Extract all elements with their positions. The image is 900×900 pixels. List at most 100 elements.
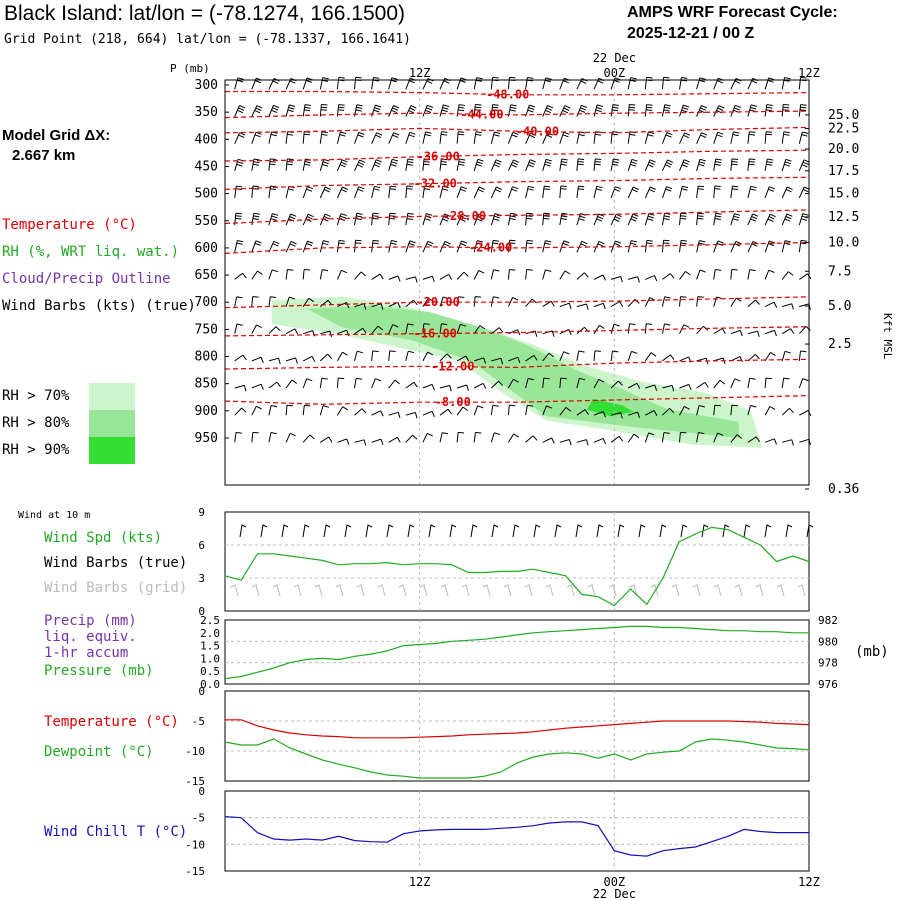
wind-barb [542,158,552,171]
surface-grid-wind-barb [587,584,596,597]
isotherm-label: -20.00 [416,295,459,309]
surface-grid-wind-barb [482,584,491,597]
temperature-label: Temperature (°C) [44,714,179,730]
wind-barb [456,158,466,171]
wind-barb [679,104,690,117]
wind-barb [268,357,281,365]
pressure-tick-label: 950 [195,431,218,446]
precip-accum-label: 1-hr accum [44,645,129,661]
wind-barb [302,131,311,144]
wind-barb [679,383,692,391]
wind-barb [713,432,724,443]
wind-barb [713,240,724,253]
wind-barb [285,296,296,307]
wind-barb [439,104,450,117]
wind-barb [610,158,620,171]
surface-grid-wind-barb [734,584,743,597]
wind-barb [422,158,431,171]
wind-barb [559,270,571,280]
wind-barb [371,104,382,117]
wind-barb [405,212,414,226]
surface-grid-wind-barb [713,584,722,597]
wind-barb [576,377,586,389]
wind-barb [456,431,465,443]
wind-barb [644,76,653,90]
wind-barb [473,77,483,90]
wind-barb [507,433,520,443]
wind-barb [234,354,247,362]
wind-barb [251,356,264,363]
pressure-line [224,625,809,680]
wind-barb [302,104,311,117]
wind-barb [696,432,705,443]
wind-barb [696,105,708,117]
legend-rh90-swatch [89,437,135,464]
wind-barb [439,131,448,144]
wind-barb [747,213,759,226]
pressure-tick-label: 900 [195,404,218,419]
wind-barb [507,297,519,307]
wind-barb [696,405,706,416]
wind-barb [285,269,294,280]
isotherm-label: -32.00 [414,176,457,190]
wind-barb [405,105,417,117]
wind-barb [319,186,331,199]
wind-barb [713,404,721,416]
wind-barb [268,296,277,307]
wind-barb [610,435,624,443]
surface-grid-wind-barb [755,584,764,597]
wind-barb [747,104,757,117]
rh-region-90 [587,398,634,417]
surface-grid-wind-barb [671,584,680,597]
surface-grid-wind-barb [440,584,449,597]
wind-barb [507,104,517,117]
legend-rh70-label: RH > 70% [2,388,70,404]
wind-barb [713,105,725,117]
wind-barb [559,131,570,144]
top-date-label: 22 Dec [593,51,636,65]
wind-barb [764,301,778,308]
wind-barb [542,105,554,117]
bottom-date-label: 22 Dec [593,887,636,900]
wind-barb [559,212,568,226]
bottom-time-tick-label: 00Z [603,875,625,889]
wind-barb [234,272,247,280]
wind-barb [696,381,709,389]
isotherm-line [224,395,810,405]
wind-barb [336,213,347,226]
surface-grid-wind-barb [650,584,659,597]
wind-barb [371,350,379,361]
precip-tick-label: 1.0 [200,652,220,665]
wind-barb [507,269,516,280]
wind-barb [507,212,517,226]
wind-barb [320,330,332,338]
wind-barb [610,380,623,389]
wind-barb [781,271,794,280]
wind-barb [302,269,311,280]
surface-grid-wind-barb [419,584,428,597]
temp-tick-label: 0 [198,685,205,698]
wind-barb [405,276,418,283]
wind-barb [354,439,367,446]
wind-barb [234,132,246,144]
wind-barb [422,104,434,117]
wind-barb [371,77,380,90]
wind-barb [302,378,313,389]
wind-barb [696,325,709,335]
surface-wind-barb [785,524,793,538]
isotherm-line [224,176,810,190]
wind-barb [713,212,722,226]
isotherm-line [224,149,810,162]
wind-barb [251,131,262,144]
wind-barb [302,434,315,443]
surface-wind-barb [680,524,688,538]
wind-barb [542,185,551,199]
isotherm-label: -16.00 [414,327,457,341]
wind-barb [627,131,636,144]
wind-barb [662,354,675,362]
wind-barb [268,326,281,335]
wind-barb [764,351,776,362]
wind-barb [508,356,521,364]
wind-barb [319,131,328,144]
